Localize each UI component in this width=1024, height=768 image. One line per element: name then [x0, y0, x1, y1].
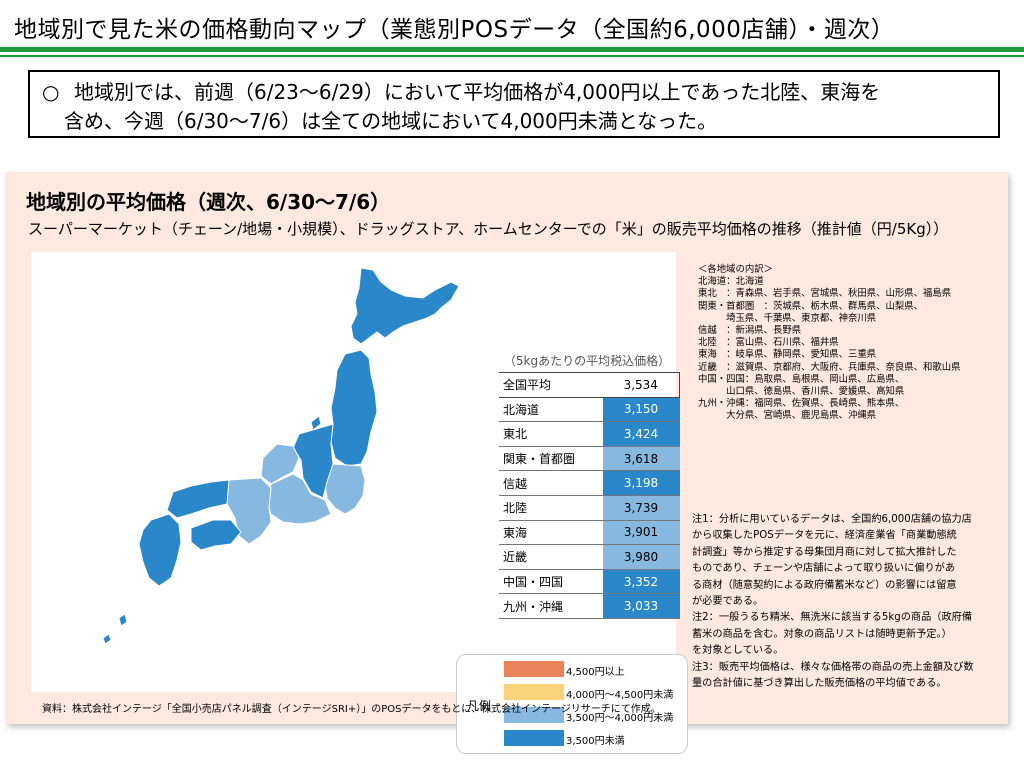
region-line: 北海道：北海道: [698, 276, 764, 288]
region-price: 3,739: [602, 495, 680, 521]
region-line: 近畿 ：滋賀県、京都府、大阪府、兵庫県、奈良県、和歌山県: [698, 361, 961, 373]
legend-item: 3,500円未満: [504, 730, 684, 747]
map-area: （5kgあたりの平均税込価格） 全国平均 3,534 北海道 3,150 東北 3,424…: [31, 252, 688, 754]
table-row: 近畿 3,980: [499, 544, 680, 570]
table-row: 東北 3,424: [499, 421, 680, 447]
legend-label: 3,500円未満: [566, 736, 625, 747]
regions-breakdown: ＜各地域の内訳＞ 北海道：北海道 東北 ：青森県、岩手県、宮城県、秋田県、山形県、福…: [698, 264, 961, 423]
region-line: 中国・四国：鳥取県、島根県、岡山県、広島県、: [698, 373, 905, 385]
note-line: ものであり、チェーンや店舗によって取り扱いに偏りがあ: [692, 563, 956, 575]
region-name: 近畿: [499, 544, 603, 570]
region-line: 九州・沖縄：福岡県、佐賀県、長崎県、熊本県、: [698, 398, 905, 410]
region-name: 全国平均: [499, 372, 603, 398]
summary-box: ○ 地域別では、前週（6/23～6/29）において平均価格が4,000円以上であっ…: [28, 70, 1000, 138]
legend: 凡例 4,500円以上 4,000円～4,500円未満 3,500円～4,000…: [456, 654, 688, 754]
note-line: 注3：販売平均価格は、様々な価格帯の商品の売上金額及び数: [692, 661, 974, 673]
region-line: 山口県、徳島県、香川県、愛媛県、高知県: [698, 386, 905, 398]
panel-title: 地域別の平均価格（週次、6/30～7/6）: [26, 190, 391, 214]
table-row: 関東・首都圏 3,618: [499, 446, 680, 472]
region-line: 北陸 ：富山県、石川県、福井県: [698, 337, 839, 349]
table-row: 中国・四国 3,352: [499, 569, 680, 595]
legend-item: 4,500円以上: [504, 661, 684, 678]
note-line: 注1：分析に用いているデータは、全国約6,000店舗の協力店: [692, 514, 972, 525]
summary-text-2: 含め、今週（6/30～7/6）は全ての地域において4,000円未満となった。: [64, 109, 718, 133]
region-price: 3,424: [602, 421, 680, 447]
region-line: 関東・首都圏 ：茨城県、栃木県、群馬県、山梨県、: [698, 300, 924, 312]
legend-swatch: [504, 661, 564, 677]
legend-swatch: [504, 684, 564, 700]
region-price: 3,618: [602, 446, 680, 472]
table-row: 北海道 3,150: [499, 397, 680, 423]
region-name: 東北: [499, 421, 603, 447]
note-line: 計調査」等から推定する母集団月商に対して拡大推計した: [692, 546, 957, 558]
page-title: 地域別で見た米の価格動向マップ（業態別POSデータ（全国約6,000店舗）・週次…: [14, 17, 895, 43]
region-line: 信越 ：新潟県、長野県: [698, 325, 802, 337]
region-line: 埼玉県、千葉県、東京都、神奈川県: [698, 312, 877, 324]
legend-item: 4,000円～4,500円未満: [504, 684, 684, 701]
panel-subtitle: スーパーマーケット（チェーン/地場・小規模）、ドラッグストア、ホームセンターでの…: [28, 220, 949, 238]
table-row: 北陸 3,739: [499, 495, 680, 521]
region-price: 3,534: [602, 372, 680, 398]
region-line: 東北 ：青森県、岩手県、宮城県、秋田県、山形県、福島県: [698, 288, 952, 300]
summary-text-1: 地域別では、前週（6/23～6/29）において平均価格が4,000円以上であった…: [74, 80, 881, 104]
japan-map: [102, 267, 460, 645]
region-price: 3,150: [602, 397, 680, 423]
region-price: 3,198: [602, 470, 680, 496]
region-price: 3,033: [602, 593, 680, 619]
note-line: 量の合計値に基づき算出した販売価格の平均値である。: [692, 678, 947, 690]
map-hokuriku: [260, 443, 300, 485]
region-line: 大分県、宮崎県、鹿児島県、沖縄県: [698, 410, 877, 422]
note-line: 注2：一般うるち精米、無洗米に該当する5kgの商品（政府備: [692, 612, 973, 624]
legend-swatch: [504, 730, 564, 746]
note-line: 蓄米の商品を含む。対象の商品リストは随時更新予定。）: [692, 628, 952, 640]
legend-label: 3,500円～4,000円未満: [566, 713, 674, 724]
summary-line-1: ○ 地域別では、前週（6/23～6/29）において平均価格が4,000円以上であっ…: [42, 78, 986, 107]
region-name: 北海道: [499, 397, 603, 423]
legend-label: 4,000円～4,500円未満: [566, 690, 674, 701]
map-hokkaido: [350, 267, 460, 345]
title-rule-thick: [0, 47, 1024, 52]
map-okinawa: [102, 613, 128, 645]
table-row-national: 全国平均 3,534: [499, 372, 680, 398]
summary-bullet: ○: [42, 80, 60, 104]
region-name: 信越: [499, 470, 603, 496]
map-sado: [310, 415, 322, 431]
map-shikoku: [190, 519, 242, 551]
price-table: 全国平均 3,534 北海道 3,150 東北 3,424 関東・首都圏 3,618 信越 3,1…: [499, 372, 680, 619]
chart-panel: 地域別の平均価格（週次、6/30～7/6） スーパーマーケット（チェーン/地場・…: [6, 172, 1008, 754]
region-name: 北陸: [499, 495, 603, 521]
legend-item: 3,500円～4,000円未満: [504, 707, 684, 724]
region-name: 九州・沖縄: [499, 593, 603, 619]
legend-swatch: [504, 707, 564, 723]
table-row: 東海 3,901: [499, 520, 680, 546]
region-name: 中国・四国: [499, 569, 603, 595]
map-chugoku: [166, 479, 230, 519]
table-row: 信越 3,198: [499, 470, 680, 496]
title-rule-thin: [0, 55, 1024, 57]
region-line: 東海 ：岐阜県、静岡県、愛知県、三重県: [698, 349, 877, 361]
region-price: 3,980: [602, 544, 680, 570]
map-tokai: [266, 473, 332, 525]
notes: 注1：分析に用いているデータは、全国約6,000店舗の協力店 から収集したPOSデ…: [692, 512, 1008, 692]
note-line: から収集したPOSデータを元に、経済産業省「商業動態統: [692, 530, 957, 542]
legend-label: 4,500円以上: [566, 667, 625, 678]
map-kyushu: [138, 513, 182, 587]
source-note: 資料：株式会社インテージ「全国小売店パネル調査（インテージSRI+）」のPOSデ…: [42, 704, 661, 715]
table-row: 九州・沖縄 3,033: [499, 593, 680, 619]
regions-heading: ＜各地域の内訳＞: [698, 264, 774, 275]
region-name: 東海: [499, 520, 603, 546]
legend-title: 凡例: [467, 699, 492, 713]
map-tohoku: [330, 349, 378, 467]
region-price: 3,901: [602, 520, 680, 546]
note-line: る商材（随意契約による政府備蓄米など）の影響には留意: [692, 579, 957, 591]
table-caption: （5kgあたりの平均税込価格）: [503, 354, 671, 368]
note-line: を対象としている。: [692, 645, 784, 657]
note-line: が必要である。: [692, 596, 764, 608]
region-name: 関東・首都圏: [499, 446, 603, 472]
region-price: 3,352: [602, 569, 680, 595]
